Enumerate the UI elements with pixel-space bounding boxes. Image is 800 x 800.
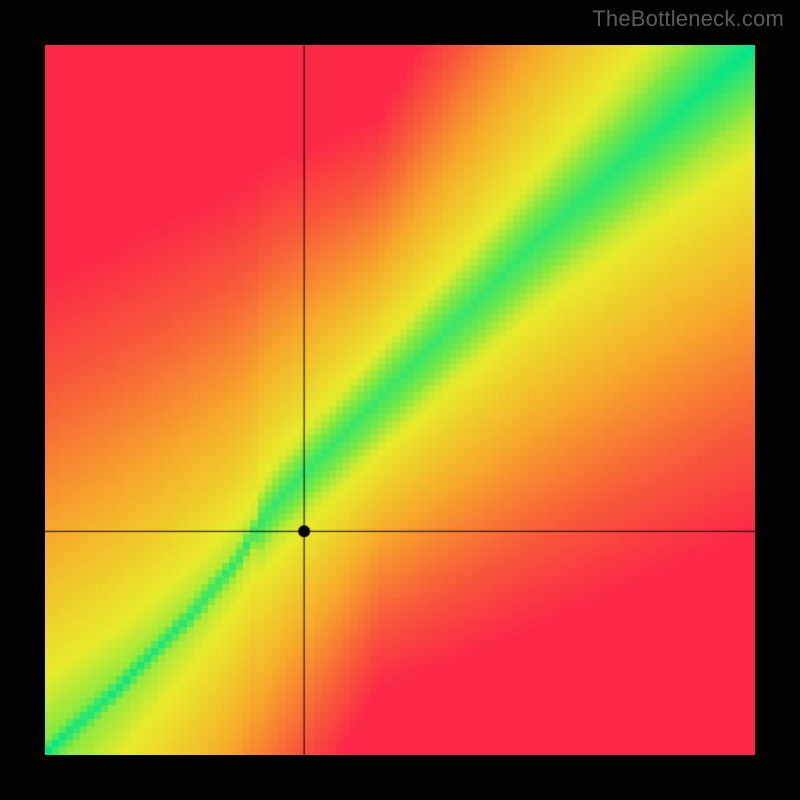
bottleneck-heatmap — [45, 45, 755, 755]
watermark-text: TheBottleneck.com — [592, 6, 784, 32]
chart-container: TheBottleneck.com — [0, 0, 800, 800]
